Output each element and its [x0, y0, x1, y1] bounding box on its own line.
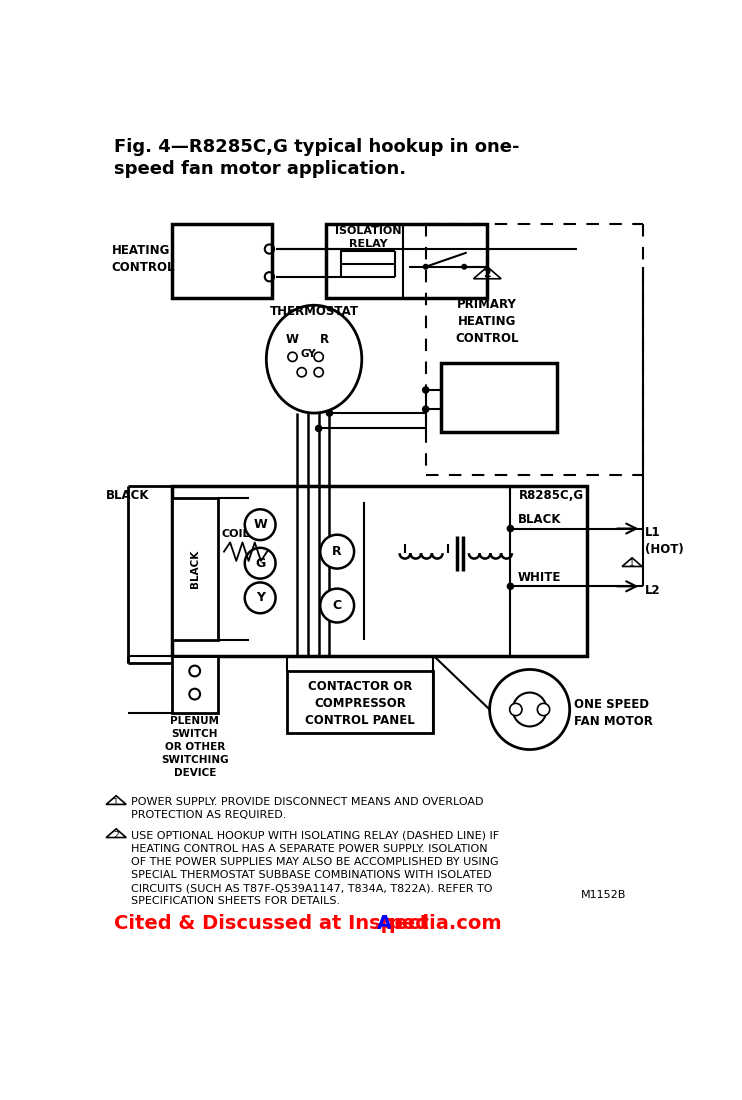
- Text: R: R: [321, 332, 329, 345]
- Text: W: W: [286, 332, 299, 345]
- Text: WHITE: WHITE: [518, 571, 562, 584]
- Text: Fig. 4—R8285C,G typical hookup in one-
speed fan motor application.: Fig. 4—R8285C,G typical hookup in one- s…: [114, 139, 519, 178]
- Text: 2: 2: [114, 832, 119, 840]
- Bar: [326, 224, 487, 297]
- Bar: [171, 497, 218, 640]
- Text: GY: GY: [300, 349, 315, 359]
- Text: USE OPTIONAL HOOKUP WITH ISOLATING RELAY (DASHED LINE) IF
HEATING CONTROL HAS A : USE OPTIONAL HOOKUP WITH ISOLATING RELAY…: [131, 830, 499, 906]
- Bar: [171, 224, 272, 297]
- Text: R: R: [332, 546, 342, 558]
- Text: W: W: [253, 518, 267, 531]
- Circle shape: [321, 535, 354, 569]
- Text: A: A: [377, 913, 393, 933]
- Bar: [441, 363, 556, 432]
- Circle shape: [245, 582, 275, 614]
- Text: L2: L2: [645, 584, 661, 597]
- Text: ISOLATION
RELAY: ISOLATION RELAY: [335, 226, 401, 249]
- Circle shape: [315, 426, 322, 431]
- Text: 1: 1: [629, 560, 635, 569]
- Circle shape: [513, 693, 547, 726]
- Circle shape: [510, 703, 522, 716]
- Text: BLACK: BLACK: [106, 488, 150, 502]
- Text: PRIMARY
HEATING
CONTROL: PRIMARY HEATING CONTROL: [456, 297, 519, 344]
- Text: HEATING
CONTROL: HEATING CONTROL: [111, 244, 175, 274]
- Text: 2: 2: [484, 270, 491, 279]
- Text: M1152B: M1152B: [580, 891, 626, 901]
- Circle shape: [321, 588, 354, 623]
- Text: 1: 1: [114, 799, 119, 807]
- Text: ONE SPEED
FAN MOTOR: ONE SPEED FAN MOTOR: [574, 698, 653, 728]
- Text: BLACK: BLACK: [190, 550, 200, 587]
- Circle shape: [423, 387, 429, 393]
- Circle shape: [508, 583, 513, 590]
- Circle shape: [462, 264, 467, 270]
- Circle shape: [424, 264, 428, 270]
- Text: C: C: [332, 600, 342, 612]
- Circle shape: [245, 548, 275, 579]
- Bar: [171, 486, 588, 656]
- Bar: [287, 671, 433, 733]
- Ellipse shape: [266, 305, 362, 412]
- Text: CONTACTOR OR
COMPRESSOR
CONTROL PANEL: CONTACTOR OR COMPRESSOR CONTROL PANEL: [306, 680, 415, 727]
- Text: Y: Y: [256, 592, 265, 604]
- Circle shape: [423, 406, 429, 412]
- Text: BLACK: BLACK: [518, 513, 562, 526]
- Circle shape: [490, 670, 570, 749]
- Text: COIL: COIL: [222, 529, 250, 539]
- Text: THERMOSTAT: THERMOSTAT: [269, 305, 358, 318]
- Circle shape: [245, 509, 275, 540]
- Bar: [171, 656, 218, 713]
- Text: pedia.com: pedia.com: [388, 913, 502, 933]
- Circle shape: [326, 410, 332, 416]
- Text: R8285C,G: R8285C,G: [519, 488, 583, 502]
- Circle shape: [508, 526, 513, 531]
- Circle shape: [537, 703, 550, 716]
- Text: PLENUM
SWITCH
OR OTHER
SWITCHING
DEVICE: PLENUM SWITCH OR OTHER SWITCHING DEVICE: [161, 716, 229, 779]
- Text: L1
(HOT): L1 (HOT): [645, 526, 684, 557]
- Text: Cited & Discussed at Inspect: Cited & Discussed at Inspect: [114, 913, 429, 933]
- Text: POWER SUPPLY. PROVIDE DISCONNECT MEANS AND OVERLOAD
PROTECTION AS REQUIRED.: POWER SUPPLY. PROVIDE DISCONNECT MEANS A…: [131, 798, 483, 821]
- Text: G: G: [255, 557, 266, 570]
